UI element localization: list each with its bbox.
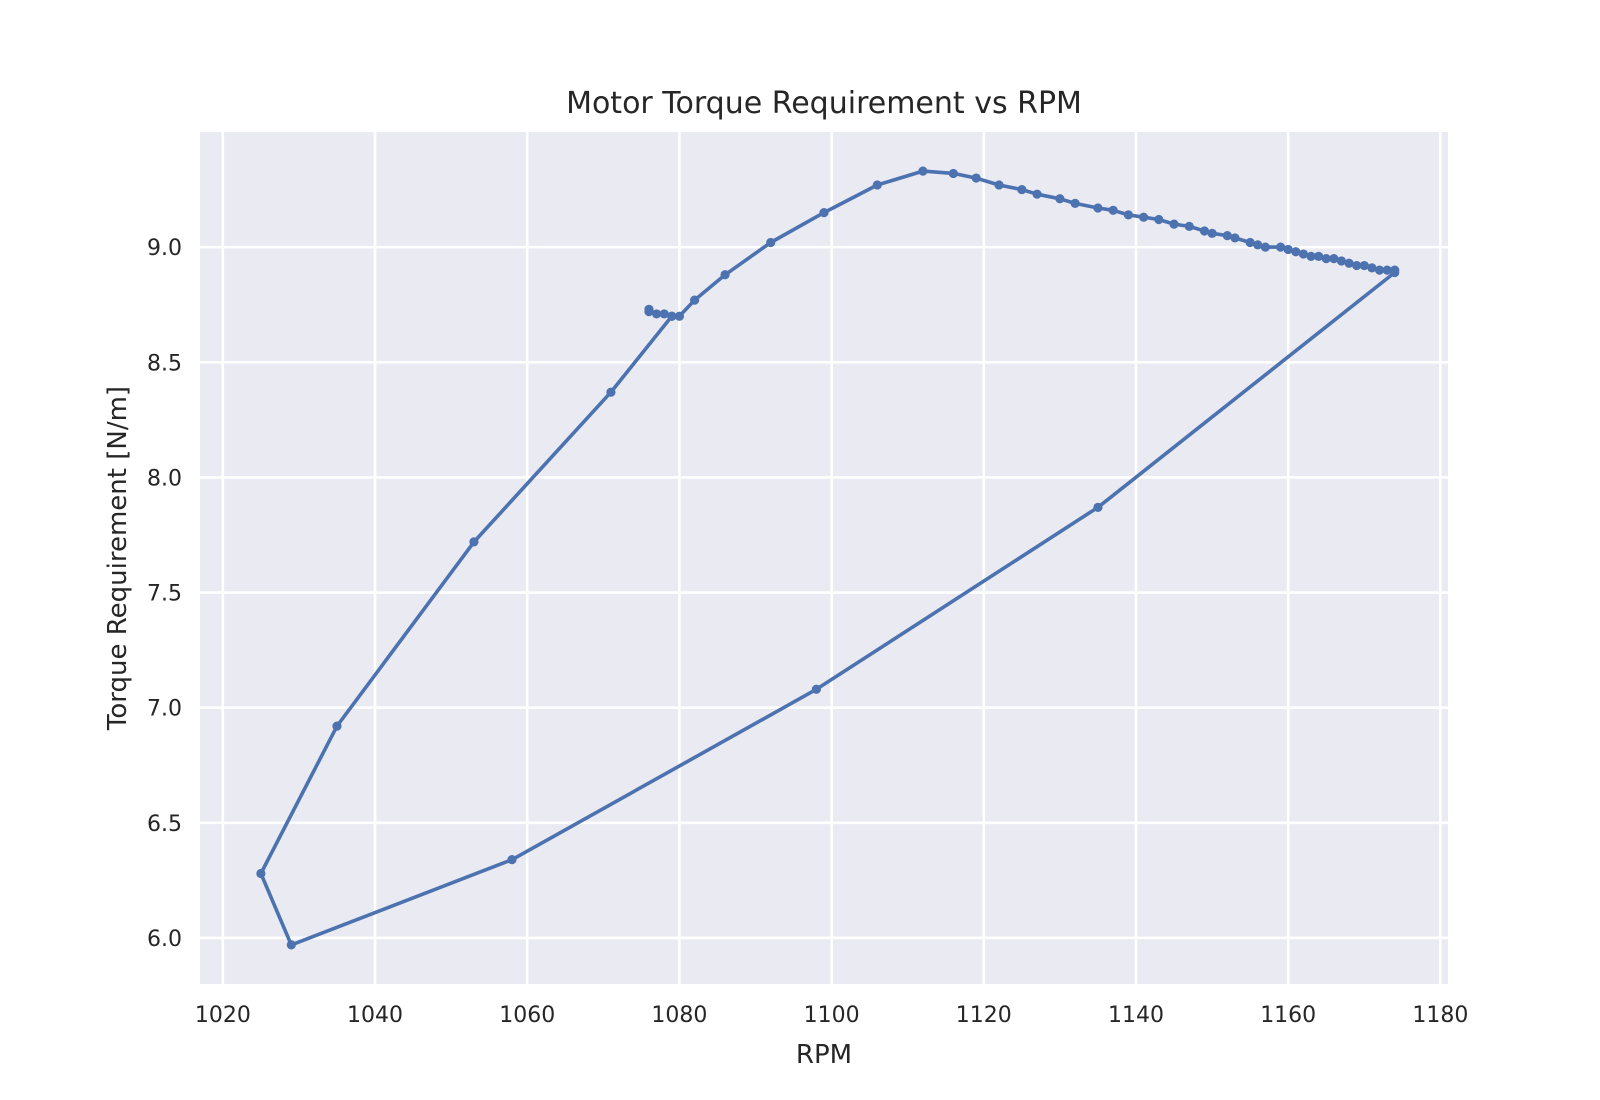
data-point xyxy=(1291,247,1301,257)
data-point xyxy=(766,237,776,248)
data-point xyxy=(667,311,677,321)
plot-area xyxy=(200,132,1448,984)
y-tick-labels: 6.0 6.5 7.0 7.5 8.0 8.5 9.0 xyxy=(147,236,182,952)
x-tick-label: 1020 xyxy=(195,1003,251,1028)
data-point xyxy=(606,387,616,397)
data-point xyxy=(1093,502,1103,512)
data-point xyxy=(1306,251,1316,261)
x-tick-label: 1080 xyxy=(651,1003,707,1028)
data-point xyxy=(1382,265,1392,275)
data-point xyxy=(872,180,882,190)
data-point xyxy=(1314,251,1324,261)
data-point xyxy=(1344,258,1354,268)
data-point xyxy=(1283,244,1293,255)
data-point xyxy=(1108,205,1118,215)
data-point xyxy=(690,295,700,305)
data-point xyxy=(1017,184,1027,195)
data-point xyxy=(1123,210,1133,220)
data-point xyxy=(256,868,266,879)
data-point xyxy=(819,207,829,218)
data-point xyxy=(1222,231,1232,241)
x-axis-label: RPM xyxy=(796,1040,852,1070)
x-tick-label: 1040 xyxy=(347,1003,403,1028)
data-point xyxy=(1321,254,1331,264)
data-point xyxy=(651,309,662,319)
data-point xyxy=(994,180,1004,190)
data-point xyxy=(948,168,958,179)
data-point xyxy=(659,309,669,319)
data-point xyxy=(1336,256,1347,266)
data-point xyxy=(1374,265,1385,275)
data-point xyxy=(644,307,654,317)
x-tick-label: 1140 xyxy=(1108,1003,1164,1028)
y-tick-label: 7.5 xyxy=(147,582,182,607)
data-point xyxy=(1329,254,1339,264)
data-point xyxy=(1298,249,1309,259)
x-tick-label: 1100 xyxy=(804,1003,860,1028)
data-point xyxy=(1390,267,1400,278)
x-tick-labels: 1020 1040 1060 1080 1100 1120 1140 1160 1180 xyxy=(195,1003,1469,1028)
x-tick-label: 1060 xyxy=(499,1003,555,1028)
data-point xyxy=(1093,203,1103,213)
data-point xyxy=(1253,240,1263,250)
y-tick-label: 6.5 xyxy=(147,812,182,837)
data-point xyxy=(1352,260,1362,271)
y-tick-label: 6.0 xyxy=(147,927,182,952)
data-point xyxy=(332,721,342,731)
y-gridlines xyxy=(200,245,1448,940)
y-tick-label: 8.5 xyxy=(147,351,182,376)
data-point xyxy=(1245,237,1255,248)
data-point xyxy=(1070,198,1080,208)
data-point xyxy=(1207,228,1217,238)
data-point xyxy=(1367,263,1377,273)
series-layer xyxy=(256,166,1400,950)
data-point xyxy=(918,166,928,176)
y-axis-label: Torque Requirement [N/m] xyxy=(103,386,133,731)
x-tick-label: 1180 xyxy=(1412,1003,1468,1028)
data-point xyxy=(971,173,981,183)
data-point xyxy=(1199,226,1210,236)
data-point xyxy=(469,537,479,547)
data-point xyxy=(811,684,821,694)
data-point xyxy=(1055,194,1065,204)
data-point xyxy=(720,270,730,280)
data-point xyxy=(1139,212,1149,222)
data-point xyxy=(1184,221,1194,232)
data-point xyxy=(674,311,685,321)
x-tick-label: 1120 xyxy=(956,1003,1012,1028)
data-point xyxy=(1169,219,1179,229)
y-tick-label: 8.0 xyxy=(147,466,182,491)
data-point xyxy=(286,940,296,950)
chart-title: Motor Torque Requirement vs RPM xyxy=(566,86,1082,121)
data-point xyxy=(1260,242,1270,252)
x-gridlines xyxy=(221,132,1442,984)
y-tick-label: 7.0 xyxy=(147,697,182,722)
y-tick-label: 9.0 xyxy=(147,236,182,261)
data-point xyxy=(1154,214,1164,225)
data-point xyxy=(1230,233,1240,243)
data-point xyxy=(1032,189,1042,199)
data-point xyxy=(1359,260,1369,271)
data-point xyxy=(507,855,517,865)
x-tick-label: 1160 xyxy=(1260,1003,1316,1028)
data-point xyxy=(1275,242,1286,252)
